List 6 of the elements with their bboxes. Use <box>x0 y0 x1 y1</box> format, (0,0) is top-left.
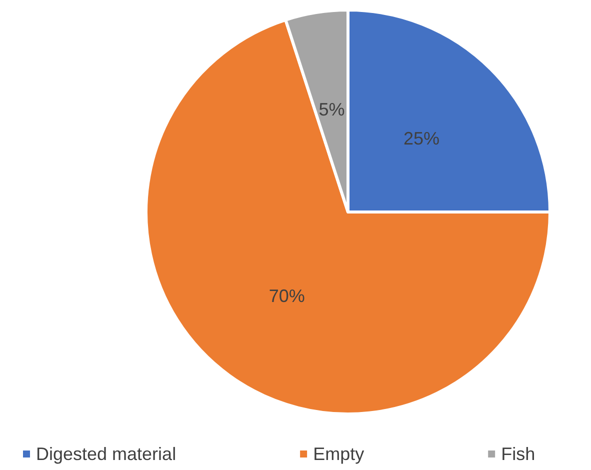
legend-label: Fish <box>501 444 536 464</box>
data-label: 5% <box>318 99 345 120</box>
legend-label: Digested material <box>36 444 176 464</box>
data-label: 70% <box>268 286 305 306</box>
legend-label: Empty <box>313 444 364 464</box>
data-label: 25% <box>404 128 440 148</box>
